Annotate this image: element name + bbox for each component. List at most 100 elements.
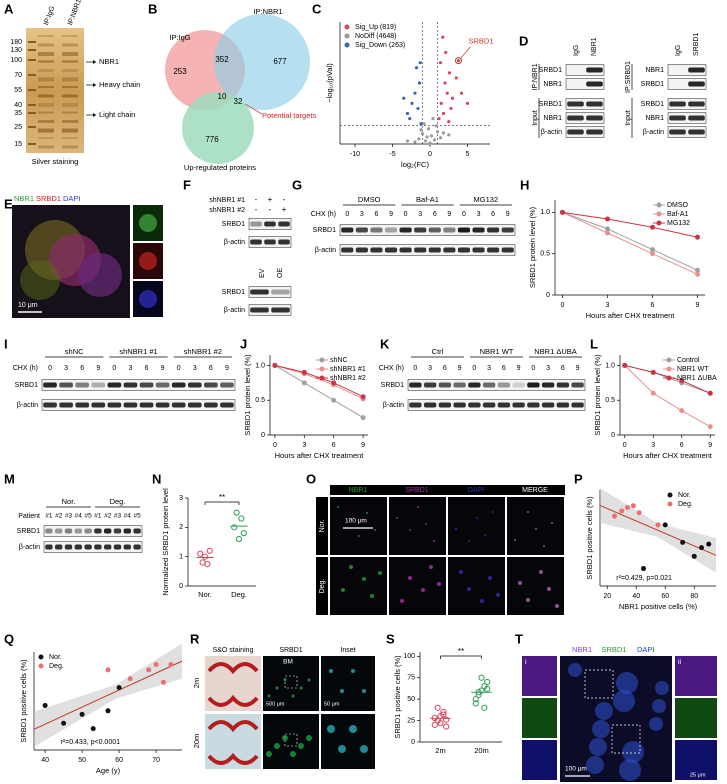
ladder-band	[28, 49, 36, 51]
x-tick-label: 3	[302, 442, 306, 449]
legend-label: shNBR1 #2	[330, 375, 366, 382]
column-label: NBR1	[349, 487, 368, 494]
legend-marker	[667, 501, 673, 507]
scale-label: 100 μm	[345, 518, 367, 525]
point	[127, 676, 133, 682]
point	[650, 251, 655, 257]
y-tick-label: 1.0	[540, 209, 550, 216]
signal	[488, 576, 492, 580]
band	[497, 402, 511, 408]
signal	[274, 743, 280, 749]
legend-marker	[319, 375, 325, 381]
point	[429, 134, 434, 138]
point	[650, 390, 656, 396]
point	[445, 91, 449, 95]
point	[418, 61, 422, 65]
ladder-band	[28, 74, 36, 76]
band	[567, 101, 584, 107]
signal	[374, 529, 376, 531]
band	[370, 227, 383, 233]
blot-strip	[43, 525, 143, 537]
band	[43, 402, 57, 408]
lane-label: EV	[259, 268, 266, 278]
signal	[139, 290, 157, 308]
highlight	[455, 57, 462, 65]
point	[417, 137, 421, 141]
time-label: 0	[462, 211, 466, 218]
row-label: SRBD1	[641, 81, 664, 88]
band	[468, 402, 481, 408]
point	[416, 106, 420, 111]
band	[399, 247, 412, 253]
point	[440, 708, 447, 716]
point	[413, 91, 417, 95]
venn-set	[182, 92, 254, 164]
time-label: 6	[375, 211, 379, 218]
panel-label: F	[183, 177, 191, 192]
band	[84, 528, 92, 534]
annotation: SRBD1	[469, 37, 494, 46]
band	[43, 382, 57, 388]
time-label: 6	[491, 211, 495, 218]
band	[472, 247, 485, 253]
band	[133, 544, 141, 550]
band	[220, 382, 234, 388]
band	[74, 528, 82, 534]
ladder-label: 70	[14, 72, 22, 79]
image-tile	[522, 698, 557, 738]
point	[432, 138, 437, 142]
group-label: NBR1 ΔUBA	[534, 347, 577, 356]
band	[55, 528, 63, 534]
band	[91, 382, 106, 388]
lane-label: #2	[55, 513, 63, 520]
inset-label: ii	[678, 659, 682, 666]
gel-band	[62, 43, 78, 47]
annotation: r²=0.429, p=0.021	[616, 575, 672, 582]
point	[105, 708, 111, 714]
image-tile	[389, 557, 446, 615]
cartilage	[207, 720, 259, 733]
column-label: S&O staining	[213, 647, 254, 654]
ladder-band	[28, 104, 36, 106]
lane-label: IP:IgG	[43, 5, 56, 26]
arrow-head	[93, 60, 96, 64]
y-tick-label: 1.0	[255, 362, 265, 369]
band	[527, 402, 540, 408]
band	[688, 115, 705, 121]
region-count: 352	[215, 55, 229, 64]
gel-band	[38, 86, 54, 88]
band	[113, 544, 122, 550]
panel-label: G	[292, 177, 302, 192]
scale-label: 500 μm	[266, 701, 285, 707]
x-tick-label: Nor.	[198, 590, 212, 599]
signal	[514, 539, 516, 541]
band	[250, 289, 269, 295]
band	[59, 382, 73, 388]
band	[482, 402, 496, 408]
group-label: NBR1 WT	[480, 347, 514, 356]
time-label: 3	[546, 365, 550, 372]
point	[443, 723, 450, 730]
panel-label: M	[4, 471, 15, 486]
gel-band	[62, 60, 78, 63]
point	[560, 209, 565, 215]
group-label: IP:SRBD1	[625, 61, 632, 93]
band	[139, 382, 154, 388]
signal	[468, 540, 470, 542]
band	[556, 402, 570, 408]
band	[453, 382, 466, 388]
signal	[543, 545, 545, 547]
band	[45, 544, 53, 550]
gel-band	[62, 35, 78, 37]
band	[104, 544, 112, 550]
signal	[362, 577, 366, 581]
point	[413, 140, 417, 144]
band	[586, 67, 603, 73]
blot-strip	[565, 64, 605, 76]
point	[459, 91, 464, 95]
series-line	[562, 211, 698, 271]
point	[42, 702, 48, 708]
image-tile	[263, 656, 319, 711]
band	[187, 382, 202, 388]
annotation: Heavy chain	[99, 80, 140, 89]
